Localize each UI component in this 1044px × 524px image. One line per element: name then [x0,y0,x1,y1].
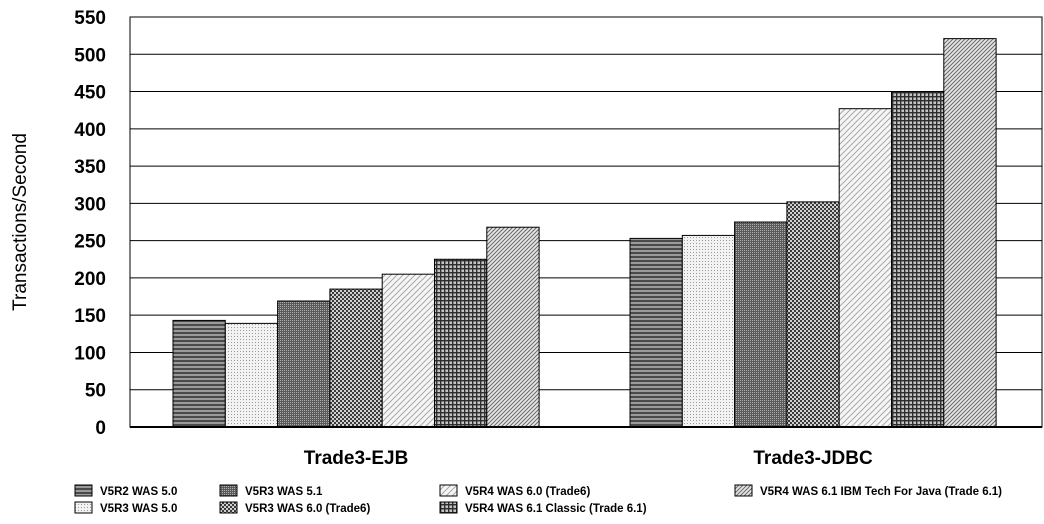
y-tick-label: 400 [74,120,106,141]
bar [277,300,331,428]
legend-label: V5R3 WAS 6.0 (Trade6) [245,503,370,515]
y-tick-label: 50 [85,381,106,402]
y-tick-label: 450 [74,83,106,104]
bar [329,288,383,428]
bar [629,237,683,428]
legend-label: V5R2 WAS 5.0 [100,486,177,498]
category-labels: Trade3-EJB Trade3-JDBC [304,448,873,469]
bars-group [172,38,997,428]
y-tick-label: 550 [74,8,106,29]
legend-label: V5R4 WAS 6.0 (Trade6) [465,486,590,498]
y-tick-label: 0 [95,418,106,439]
bar [172,319,226,428]
bar [486,226,540,428]
legend-swatch [74,501,93,514]
category-label: Trade3-JDBC [753,448,873,469]
bar [943,38,997,428]
y-tick-label: 150 [74,306,106,327]
bar [434,258,488,428]
bar [681,234,736,428]
y-tick-label: 350 [74,157,106,178]
bar [224,322,279,428]
y-axis-label: Transactions/Second [10,133,31,311]
legend-label: V5R4 WAS 6.1 IBM Tech For Java (Trade 6.… [760,486,1002,498]
y-tick-label: 250 [74,232,106,253]
legend-swatch [439,501,458,514]
legend-swatch [439,484,458,497]
bar [381,273,436,428]
legend-label: V5R3 WAS 5.0 [100,503,177,515]
category-label: Trade3-EJB [304,448,409,469]
bar [838,108,893,428]
legend-swatch [219,484,238,497]
legend-swatch [219,501,238,514]
bar [891,91,945,428]
legend-label: V5R4 WAS 6.1 Classic (Trade 6.1) [465,503,647,515]
legend: V5R2 WAS 5.0 V5R3 WAS 5.0 V5R3 WAS 5.1 V5R3… [74,484,1002,515]
legend-swatch [74,484,93,497]
bar [786,201,840,428]
legend-swatch [734,484,753,497]
y-tick-label: 300 [74,194,106,215]
bar [734,221,788,428]
y-tick-label: 100 [74,343,106,364]
y-tick-label: 200 [74,269,106,290]
y-tick-labels: 0 50 100 150 200 250 300 350 400 450 500 550 [74,8,106,439]
y-tick-label: 500 [74,45,106,66]
legend-label: V5R3 WAS 5.1 [245,486,323,498]
